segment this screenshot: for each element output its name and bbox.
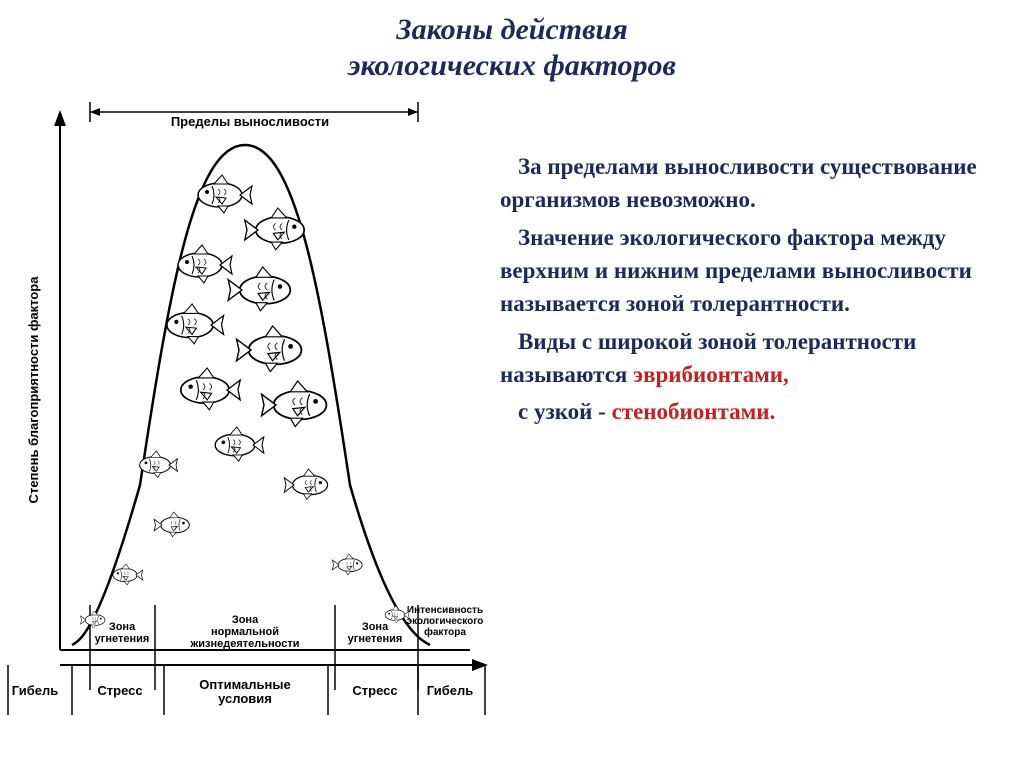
svg-text:Стресс: Стресс — [352, 683, 397, 698]
svg-text:Зонаугнетения: Зонаугнетения — [348, 621, 403, 645]
svg-text:Зонаугнетения: Зонаугнетения — [95, 621, 150, 645]
paragraph: Виды с широкой зоной толерантности назыв… — [500, 325, 1022, 392]
svg-text:Гибель: Гибель — [12, 683, 59, 698]
accent-term: эврибионтами, — [633, 362, 789, 387]
svg-text:Стресс: Стресс — [97, 683, 142, 698]
svg-text:Пределы выносливости: Пределы выносливости — [171, 114, 329, 129]
text-run: За пределами выносливости существование … — [500, 154, 977, 212]
svg-text:Оптимальныеусловия: Оптимальныеусловия — [199, 677, 290, 706]
page-title: Законы действия экологических факторов — [0, 0, 1024, 84]
paragraph: с узкой - стенобионтами. — [500, 395, 1022, 428]
paragraph: За пределами выносливости существование … — [500, 150, 1022, 217]
content-row: Степень благоприятности фактора Пределы в… — [0, 90, 1024, 730]
text-run: Значение экологического фактора между ве… — [500, 225, 972, 317]
title-line-2: экологических факторов — [348, 49, 676, 82]
title-line-1: Законы действия — [396, 13, 627, 46]
svg-text:Гибель: Гибель — [427, 683, 474, 698]
accent-term: стенобионтами. — [612, 399, 776, 424]
svg-text:Зонанормальнойжизнедеятельност: Зонанормальнойжизнедеятельности — [189, 614, 299, 650]
svg-text:Степень благоприятности факт: Степень благоприятности фактора — [26, 276, 41, 504]
chart-svg: Степень благоприятности фактора Пределы в… — [0, 90, 490, 730]
tolerance-chart: Степень благоприятности фактора Пределы в… — [0, 90, 490, 730]
explanation-text: За пределами выносливости существование … — [490, 90, 1024, 730]
paragraph: Значение экологического фактора между ве… — [500, 221, 1022, 321]
text-run: с узкой - — [518, 399, 612, 424]
